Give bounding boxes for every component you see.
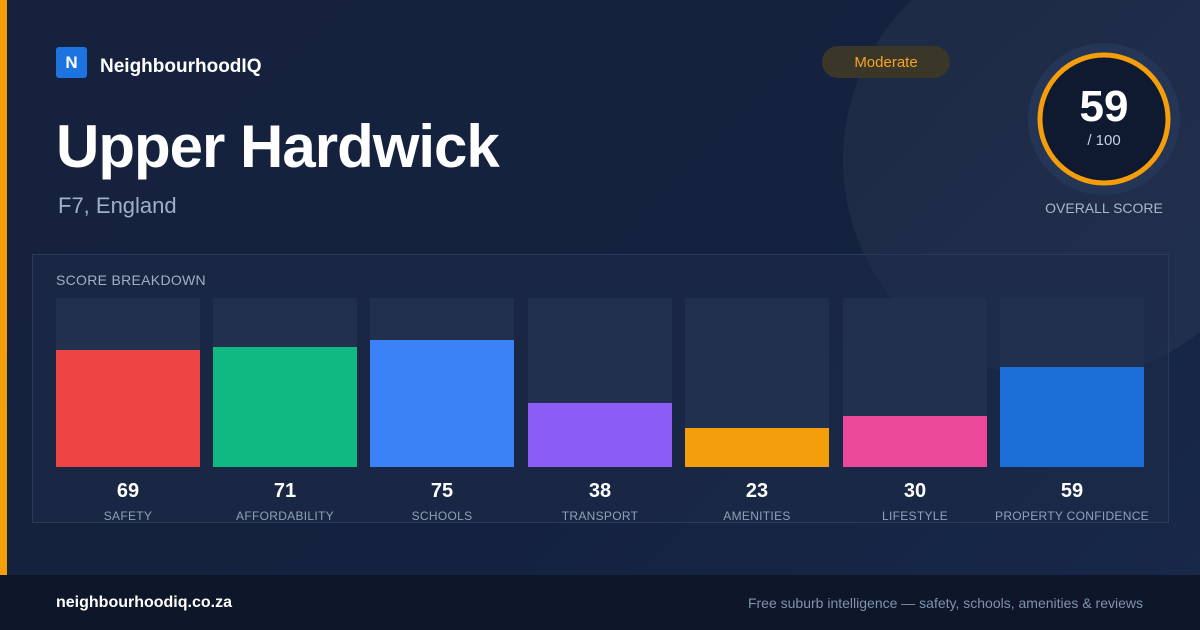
overall-score-max: / 100 xyxy=(1087,132,1121,149)
breakdown-bar-amenities xyxy=(685,298,829,468)
bar-value: 71 xyxy=(273,480,297,502)
bar-label: PROPERTY CONFIDENCE xyxy=(995,509,1149,523)
bar-fill xyxy=(843,416,987,467)
bar-value: 23 xyxy=(745,480,769,502)
rating-badge: Moderate xyxy=(822,46,950,78)
bar-value: 59 xyxy=(1060,480,1084,502)
bar-label: TRANSPORT xyxy=(561,509,639,523)
score-ring-arc xyxy=(1037,52,1171,186)
bar-fill xyxy=(528,403,672,467)
bar-label: AMENITIES xyxy=(723,509,791,523)
location-subtitle: F7, England xyxy=(58,193,177,218)
bar-label: AFFORDABILITY xyxy=(236,509,334,523)
bar-fill xyxy=(213,347,357,467)
score-ring-graphic xyxy=(1037,52,1171,186)
accent-stripe xyxy=(0,0,7,575)
brand-name: NeighbourhoodIQ xyxy=(100,56,262,77)
bar-track xyxy=(843,298,987,467)
breakdown-bar-affordability xyxy=(213,298,357,468)
bar-value: 38 xyxy=(588,480,612,502)
brand-logo-icon: N xyxy=(56,47,87,78)
bar-value: 75 xyxy=(430,480,454,502)
bar-label: LIFESTYLE xyxy=(881,509,949,523)
bar-fill xyxy=(1000,367,1144,467)
footer: neighbourhoodiq.co.za Free suburb intell… xyxy=(0,575,1200,630)
bar-track xyxy=(213,298,357,467)
bar-fill xyxy=(685,428,829,467)
breakdown-title: SCORE BREAKDOWN xyxy=(56,272,206,288)
bar-track xyxy=(370,298,514,467)
score-breakdown-panel: SCORE BREAKDOWN 69 SAFETY 71 AFFORDABILITY 7… xyxy=(32,254,1169,523)
breakdown-bar-schools xyxy=(370,298,514,468)
bar-fill xyxy=(56,350,200,467)
bar-track xyxy=(685,298,829,467)
overall-score-ring: 59 / 100 xyxy=(1028,43,1180,195)
bar-track xyxy=(56,298,200,467)
bar-value: 69 xyxy=(116,480,140,502)
footer-domain-link[interactable]: neighbourhoodiq.co.za xyxy=(56,594,232,611)
bar-label: SCHOOLS xyxy=(411,509,473,523)
bar-fill xyxy=(370,340,514,467)
breakdown-bar-safety xyxy=(56,298,200,468)
page-title: Upper Hardwick xyxy=(56,113,500,180)
bar-track xyxy=(528,298,672,467)
breakdown-bar-lifestyle xyxy=(843,298,987,468)
footer-tagline: Free suburb intelligence — safety, schoo… xyxy=(747,595,1143,611)
breakdown-bar-property-confidence xyxy=(1000,298,1144,468)
bar-value: 30 xyxy=(903,480,927,502)
overall-score-caption: OVERALL SCORE xyxy=(1045,200,1163,216)
bar-track xyxy=(1000,298,1144,467)
overall-score-value: 59 xyxy=(1079,82,1129,131)
bar-label: SAFETY xyxy=(103,509,153,523)
breakdown-bar-transport xyxy=(528,298,672,468)
